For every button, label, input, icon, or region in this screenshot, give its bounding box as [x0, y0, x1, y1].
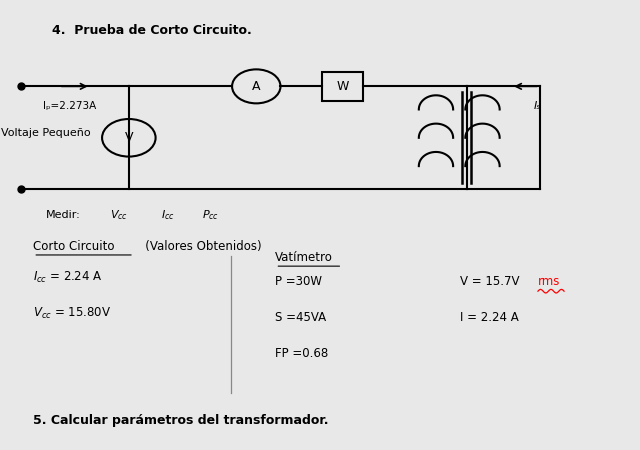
- Text: Medir:: Medir:: [46, 210, 81, 220]
- Text: 5. Calcular parámetros del transformador.: 5. Calcular parámetros del transformador…: [33, 414, 329, 427]
- Text: Iₚ=2.273A: Iₚ=2.273A: [43, 101, 96, 111]
- Text: (Valores Obtenidos): (Valores Obtenidos): [134, 239, 262, 252]
- Text: I = 2.24 A: I = 2.24 A: [460, 311, 519, 324]
- Text: V: V: [125, 131, 133, 144]
- Text: S =45VA: S =45VA: [275, 311, 326, 324]
- Text: rms: rms: [538, 275, 560, 288]
- Text: Corto Circuito: Corto Circuito: [33, 239, 115, 252]
- Text: Vatímetro: Vatímetro: [275, 251, 333, 264]
- Text: A: A: [252, 80, 260, 93]
- Text: Iₛ: Iₛ: [534, 101, 541, 111]
- Text: FP =0.68: FP =0.68: [275, 347, 329, 360]
- Text: $I_{cc}$ = 2.24 A: $I_{cc}$ = 2.24 A: [33, 270, 102, 285]
- Text: $I_{cc}$: $I_{cc}$: [161, 208, 175, 222]
- Text: V = 15.7V: V = 15.7V: [460, 275, 520, 288]
- Text: 4.  Prueba de Corto Circuito.: 4. Prueba de Corto Circuito.: [52, 24, 252, 37]
- Text: Voltaje Pequeño: Voltaje Pequeño: [1, 128, 91, 138]
- Text: P =30W: P =30W: [275, 275, 323, 288]
- Text: $V_{cc}$: $V_{cc}$: [109, 208, 128, 222]
- Text: $V_{cc}$ = 15.80V: $V_{cc}$ = 15.80V: [33, 306, 111, 321]
- Text: W: W: [336, 80, 349, 93]
- Bar: [322, 72, 363, 101]
- Text: $P_{cc}$: $P_{cc}$: [202, 208, 220, 222]
